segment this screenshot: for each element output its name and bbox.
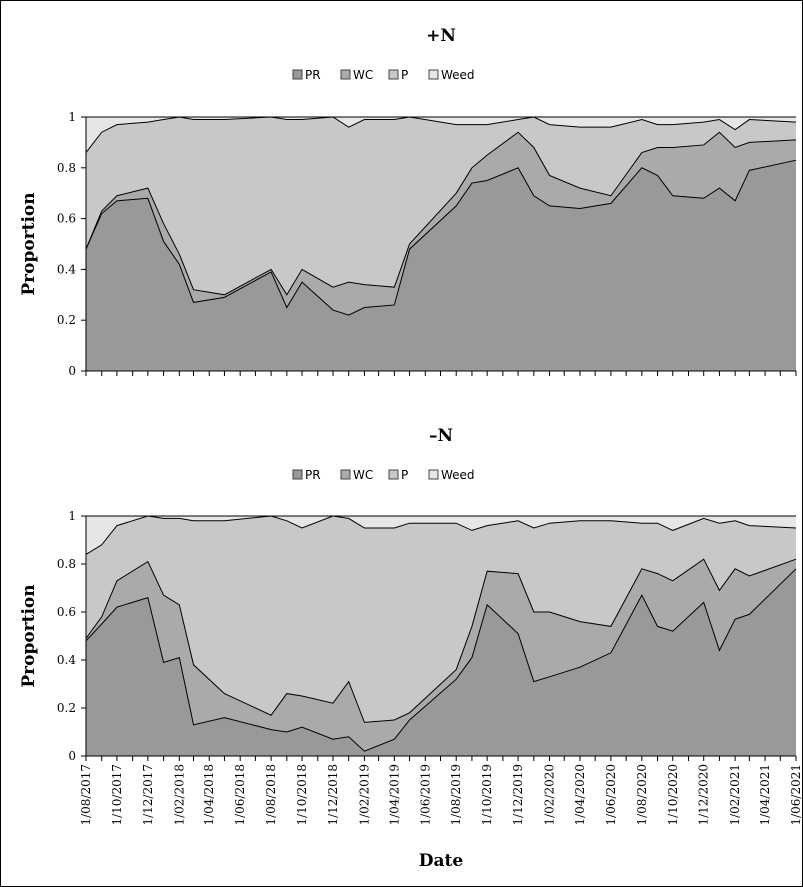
x-tick-label: 1/06/2018 [233, 764, 247, 826]
y-tick-label: 0 [68, 364, 76, 378]
legend-label-wc: WC [353, 468, 373, 482]
y-axis-title: Proportion [19, 192, 39, 295]
boundary-line-pr [85, 568, 797, 752]
x-tick-label: 1/12/2020 [697, 764, 711, 826]
x-tick-label: 1/02/2021 [728, 764, 742, 826]
y-axis-title: Proportion [19, 584, 39, 687]
legend-swatch-pr [292, 469, 303, 480]
x-axis-title: Date [419, 851, 464, 871]
boundary-line-pr-wc-p [85, 515, 797, 555]
legend-swatch-p [388, 69, 399, 80]
chart-title-1: –N [429, 426, 453, 446]
x-tick-label: 1/08/2018 [264, 764, 278, 826]
x-tick-label: 1/10/2017 [110, 764, 124, 826]
x-tick-label: 1/08/2019 [449, 764, 463, 826]
x-tick-label: 1/04/2020 [573, 764, 587, 826]
y-tick-label: 0.6 [57, 605, 76, 619]
legend-label-p: P [401, 68, 408, 82]
y-tick-label: 0.4 [57, 262, 76, 276]
legend-label-weed: Weed [441, 68, 475, 82]
boundary-line-pr-wc [85, 131, 797, 296]
x-tick-label: 1/02/2019 [357, 764, 371, 826]
x-tick-label: 1/06/2021 [789, 764, 802, 826]
x-tick-label: 1/10/2018 [295, 764, 309, 826]
x-tick-label: 1/04/2018 [202, 764, 216, 826]
y-tick-label: 1 [68, 509, 76, 523]
pr-area [86, 160, 796, 371]
legend-label-weed: Weed [441, 468, 475, 482]
y-tick-label: 0 [68, 749, 76, 763]
legend-swatch-wc [340, 69, 351, 80]
y-tick-label: 0.2 [57, 701, 76, 715]
x-tick-label: 1/08/2017 [79, 764, 93, 826]
y-tick-label: 0.8 [57, 161, 76, 175]
legend-label-pr: PR [305, 68, 321, 82]
pr-area [86, 568, 796, 756]
x-tick-label: 1/06/2020 [604, 764, 618, 826]
legend-swatch-wc [340, 469, 351, 480]
x-tick-label: 1/10/2020 [666, 764, 680, 826]
legend-label-pr: PR [305, 468, 321, 482]
legend-swatch-weed [428, 69, 439, 80]
x-tick-label: 1/12/2019 [511, 764, 525, 826]
y-tick-label: 0.2 [57, 313, 76, 327]
legend-label-p: P [401, 468, 408, 482]
x-tick-label: 1/12/2018 [326, 764, 340, 826]
x-tick-label: 1/10/2019 [480, 764, 494, 826]
legend-label-wc: WC [353, 68, 373, 82]
x-tick-label: 1/12/2017 [141, 764, 155, 826]
x-tick-label: 1/06/2019 [418, 764, 432, 826]
y-tick-label: 0.8 [57, 557, 76, 571]
x-tick-label: 1/04/2019 [387, 764, 401, 826]
x-tick-label: 1/02/2020 [543, 764, 557, 826]
x-tick-label: 1/08/2020 [635, 764, 649, 826]
y-tick-label: 0.4 [57, 653, 76, 667]
boundary-line-pr [85, 159, 797, 316]
chart-title-0: +N [426, 26, 456, 46]
legend-swatch-pr [292, 69, 303, 80]
y-tick-label: 1 [68, 110, 76, 124]
y-tick-label: 0.6 [57, 212, 76, 226]
legend-swatch-p [388, 469, 399, 480]
legend-swatch-weed [428, 469, 439, 480]
x-tick-label: 1/02/2018 [172, 764, 186, 826]
x-tick-label: 1/04/2021 [758, 764, 772, 826]
boundary-line-pr-wc [85, 558, 797, 723]
